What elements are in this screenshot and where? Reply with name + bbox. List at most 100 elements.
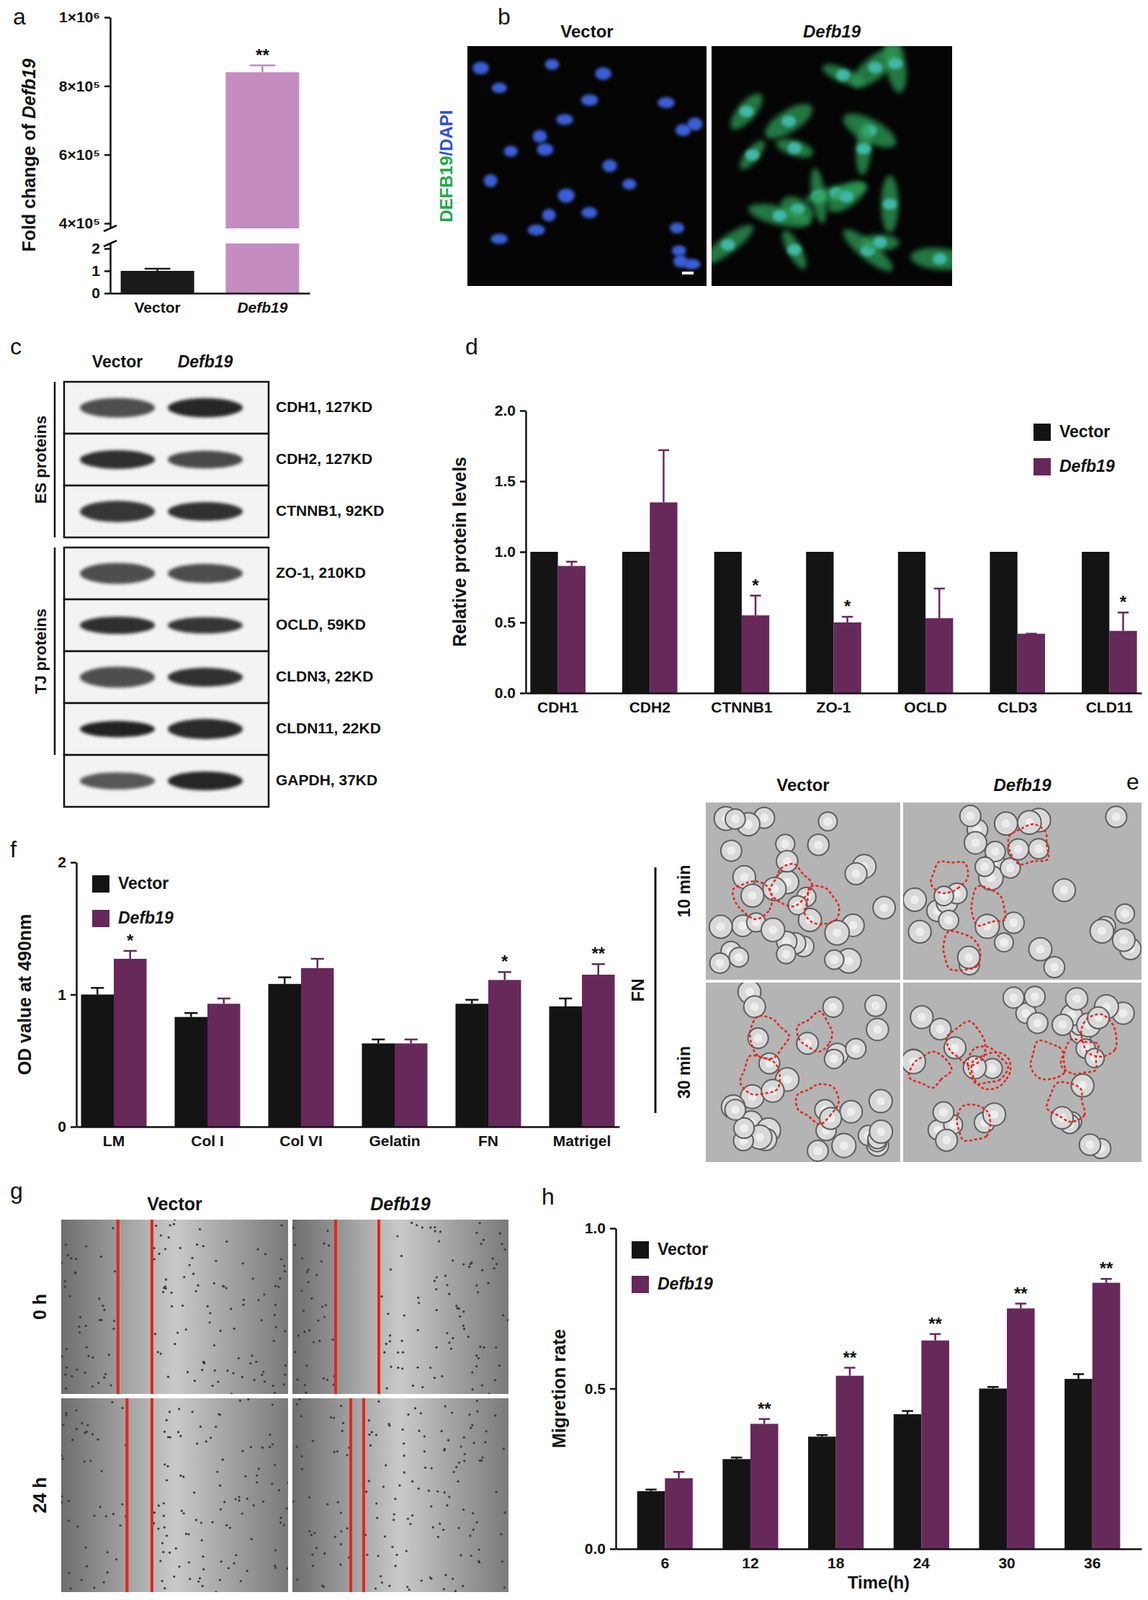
text-part: ES proteins bbox=[31, 415, 50, 504]
cell-dot bbox=[444, 1404, 447, 1407]
cell-dot bbox=[495, 1262, 498, 1265]
nucleus bbox=[558, 188, 575, 204]
cell bbox=[866, 1018, 889, 1041]
cell-dot bbox=[471, 1370, 474, 1373]
panel-label: c bbox=[10, 333, 22, 360]
bar bbox=[722, 1458, 751, 1549]
y-tick-label: 1×10⁶ bbox=[59, 8, 101, 26]
text-part: Vector bbox=[1059, 422, 1110, 441]
text-part: ZO-1 bbox=[816, 698, 852, 716]
cell-dot bbox=[421, 1225, 424, 1228]
bar bbox=[120, 270, 195, 294]
cell-dot bbox=[92, 1585, 96, 1589]
text-part: Defb19 bbox=[18, 58, 39, 119]
cell-dot bbox=[181, 1304, 184, 1307]
cell-dot bbox=[200, 1368, 204, 1371]
nucleus bbox=[888, 57, 903, 70]
text-part: Col I bbox=[190, 1132, 224, 1149]
cell-dot bbox=[182, 1511, 186, 1514]
cell-dot bbox=[481, 1268, 484, 1272]
cell-center bbox=[1060, 885, 1069, 895]
text-part: Vector bbox=[92, 352, 143, 371]
cell-center bbox=[1009, 918, 1018, 927]
cell-dot bbox=[211, 1384, 214, 1387]
cell-dot bbox=[445, 1503, 448, 1506]
cell bbox=[824, 949, 845, 970]
spread-cell-outline bbox=[1060, 1038, 1099, 1074]
cell-dot bbox=[386, 1387, 389, 1390]
cell-dot bbox=[437, 1535, 440, 1538]
cell-dot bbox=[476, 1410, 479, 1413]
cell-dot bbox=[237, 1356, 240, 1360]
cell-dot bbox=[153, 1257, 156, 1260]
text-part: ** bbox=[591, 943, 605, 963]
cell-center bbox=[748, 890, 757, 900]
cell bbox=[1052, 878, 1076, 901]
cell-dot bbox=[195, 1289, 198, 1293]
spread-cell-outline bbox=[971, 885, 1007, 926]
cell-dot bbox=[159, 1233, 163, 1236]
cell-dot bbox=[477, 1547, 480, 1550]
cell-center bbox=[980, 862, 989, 871]
cell-dot bbox=[61, 1261, 63, 1264]
blot-band bbox=[167, 398, 243, 417]
cell-dot bbox=[216, 1469, 219, 1473]
cell-dot bbox=[113, 1269, 116, 1272]
plot-marks bbox=[120, 65, 300, 294]
cell-dot bbox=[220, 1559, 223, 1563]
cell bbox=[1112, 928, 1136, 951]
bar bbox=[664, 1477, 693, 1549]
bar bbox=[1081, 551, 1110, 693]
error-cap bbox=[934, 587, 945, 590]
cell-dot bbox=[368, 1479, 371, 1482]
text-part: 24 bbox=[913, 1554, 931, 1571]
cell-dot bbox=[432, 1525, 435, 1528]
cell-dot bbox=[162, 1514, 165, 1517]
nucleus bbox=[657, 97, 675, 109]
y-tick-mark bbox=[519, 692, 526, 695]
cell-center bbox=[1097, 926, 1107, 936]
scratch-edge bbox=[116, 1219, 120, 1394]
cell-dot bbox=[225, 1286, 228, 1289]
scratch-edge bbox=[125, 1397, 129, 1592]
cell-dot bbox=[234, 1553, 237, 1556]
x-tick-label: CDH1 bbox=[537, 698, 579, 716]
cell-dot bbox=[87, 1354, 90, 1357]
cell-center bbox=[739, 872, 749, 881]
nucleus bbox=[675, 123, 692, 137]
cell-dot bbox=[202, 1244, 205, 1247]
cell-dot bbox=[435, 1308, 438, 1311]
nucleus bbox=[856, 143, 871, 155]
legend-swatch bbox=[631, 1240, 649, 1259]
y-tick: 1×10⁶ bbox=[59, 8, 111, 26]
cell-dot bbox=[253, 1378, 256, 1381]
plot-marks bbox=[530, 450, 1137, 693]
cell-dot bbox=[83, 1459, 86, 1463]
cell bbox=[743, 995, 766, 1017]
text-part: CLDN11, 22KD bbox=[275, 719, 381, 737]
series bbox=[530, 551, 1110, 693]
error-cap bbox=[465, 998, 479, 1002]
cell-dot bbox=[239, 1579, 242, 1582]
cell-dot bbox=[164, 1247, 167, 1250]
cell-dot bbox=[345, 1453, 348, 1456]
cell-dot bbox=[201, 1584, 204, 1587]
cell-dot bbox=[379, 1574, 382, 1577]
cell bbox=[720, 839, 742, 861]
x-tick-label: CTNNB1 bbox=[710, 698, 773, 716]
cell-dot bbox=[460, 1444, 463, 1447]
cell-dot bbox=[175, 1546, 178, 1550]
text-part: Defb19 bbox=[118, 908, 174, 927]
cell-dot bbox=[270, 1482, 273, 1485]
cell-dot bbox=[61, 1495, 64, 1498]
cell-dot bbox=[383, 1351, 386, 1354]
cell-dot bbox=[494, 1490, 497, 1493]
cell-center bbox=[768, 925, 778, 935]
micrograph bbox=[711, 46, 953, 286]
bar bbox=[549, 1006, 583, 1127]
error-bar bbox=[123, 950, 137, 959]
cell-dot bbox=[323, 1552, 326, 1555]
cell-dot bbox=[247, 1397, 250, 1401]
text-part: 36 bbox=[1083, 1554, 1101, 1571]
error-whisker bbox=[129, 950, 132, 959]
